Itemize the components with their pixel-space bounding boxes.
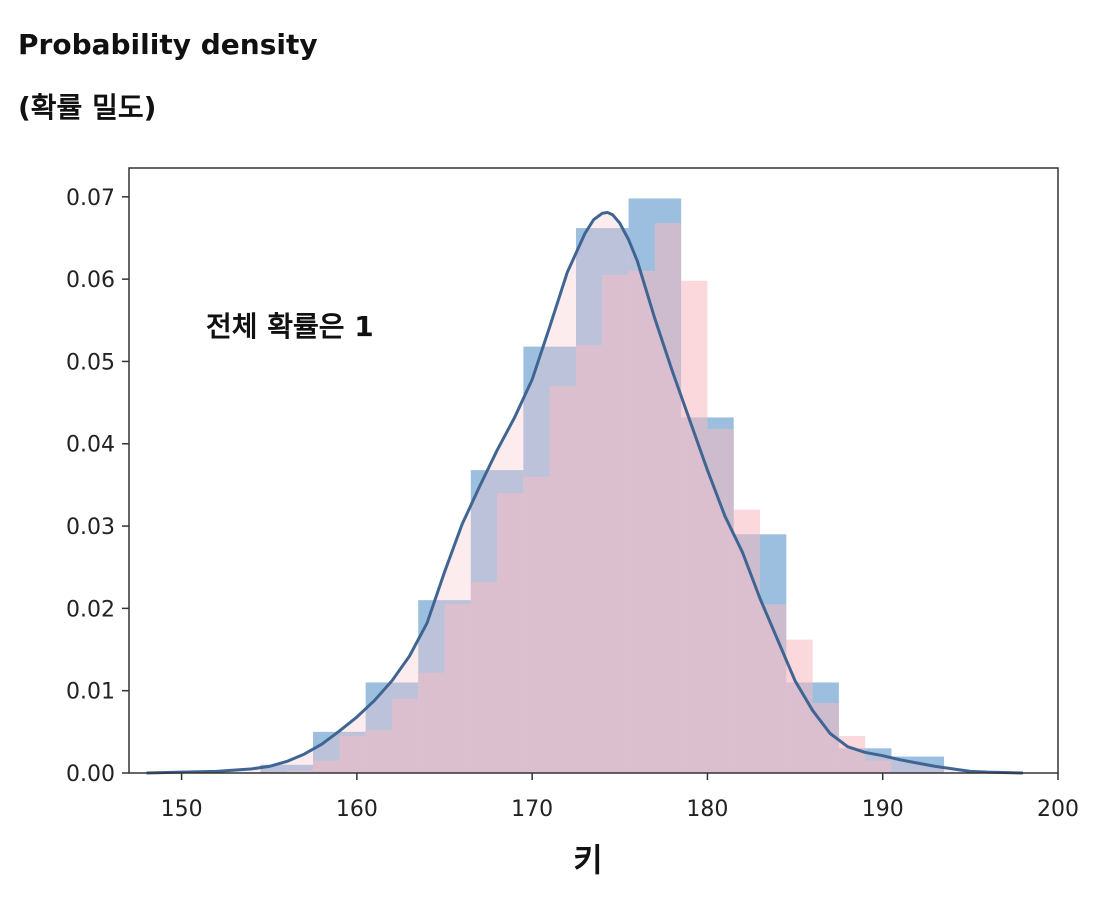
- y-tick-label: 0.06: [66, 268, 115, 293]
- kde-area: [146, 212, 1023, 773]
- x-tick-label: 200: [1037, 797, 1079, 822]
- histogram-b-bar: [339, 735, 366, 773]
- y-axis-label-line2: (확률 밀도): [18, 91, 157, 124]
- histogram-b-bar: [865, 760, 892, 773]
- y-tick-label: 0.00: [66, 762, 115, 787]
- histogram-b-bar: [549, 386, 576, 773]
- histogram-b-bar: [786, 639, 813, 773]
- y-tick-label: 0.05: [66, 350, 115, 375]
- plot-frame: [128, 167, 1059, 774]
- histogram-b-bar: [575, 344, 603, 773]
- x-tick-label: 150: [161, 797, 203, 822]
- histogram-b-bar: [707, 428, 734, 773]
- histogram-b-bar: [602, 275, 629, 773]
- x-axis-label: 키: [573, 841, 602, 879]
- x-tick-label: 170: [511, 797, 553, 822]
- histogram-b-bar: [654, 223, 682, 773]
- total-probability-annotation: 전체 확률은 1: [206, 310, 374, 343]
- histogram-a-bar: [260, 764, 314, 773]
- y-axis-label-line1: Probability density: [18, 28, 318, 61]
- histogram-b-bar: [391, 698, 419, 773]
- y-tick-label: 0.03: [66, 515, 115, 540]
- x-axis-ticks: 150 160 170 180 190 200: [161, 773, 1079, 822]
- histogram-b-bar: [313, 760, 340, 773]
- histogram-b-bars: [286, 223, 892, 773]
- histogram-b-bar: [418, 672, 445, 773]
- histogram-b-bar: [733, 509, 761, 773]
- x-tick-label: 190: [862, 797, 904, 822]
- y-tick-label: 0.04: [66, 433, 115, 458]
- x-tick-label: 160: [336, 797, 378, 822]
- histogram-b-bar: [286, 770, 314, 773]
- histogram-b-bar: [444, 604, 471, 773]
- x-tick-label: 180: [686, 797, 728, 822]
- y-axis-ticks: 0.00 0.01 0.02 0.03 0.04 0.05 0.06 0.07: [66, 186, 129, 787]
- y-tick-label: 0.01: [66, 680, 115, 705]
- histogram-b-bar: [628, 270, 655, 773]
- histogram-b-bar: [365, 730, 392, 773]
- histogram-b-bar: [470, 582, 498, 773]
- y-tick-label: 0.02: [66, 597, 115, 622]
- histogram-b-bar: [681, 280, 708, 773]
- histogram-b-bar: [523, 476, 550, 773]
- y-tick-label: 0.07: [66, 186, 115, 211]
- histogram-b-bar: [497, 493, 524, 773]
- kde-curve: [146, 210, 1023, 775]
